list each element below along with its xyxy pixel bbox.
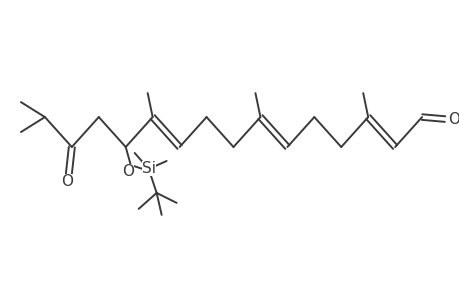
Text: Si: Si — [141, 161, 155, 176]
Text: O: O — [447, 112, 459, 127]
Text: O: O — [122, 164, 134, 179]
Text: O: O — [61, 174, 73, 189]
